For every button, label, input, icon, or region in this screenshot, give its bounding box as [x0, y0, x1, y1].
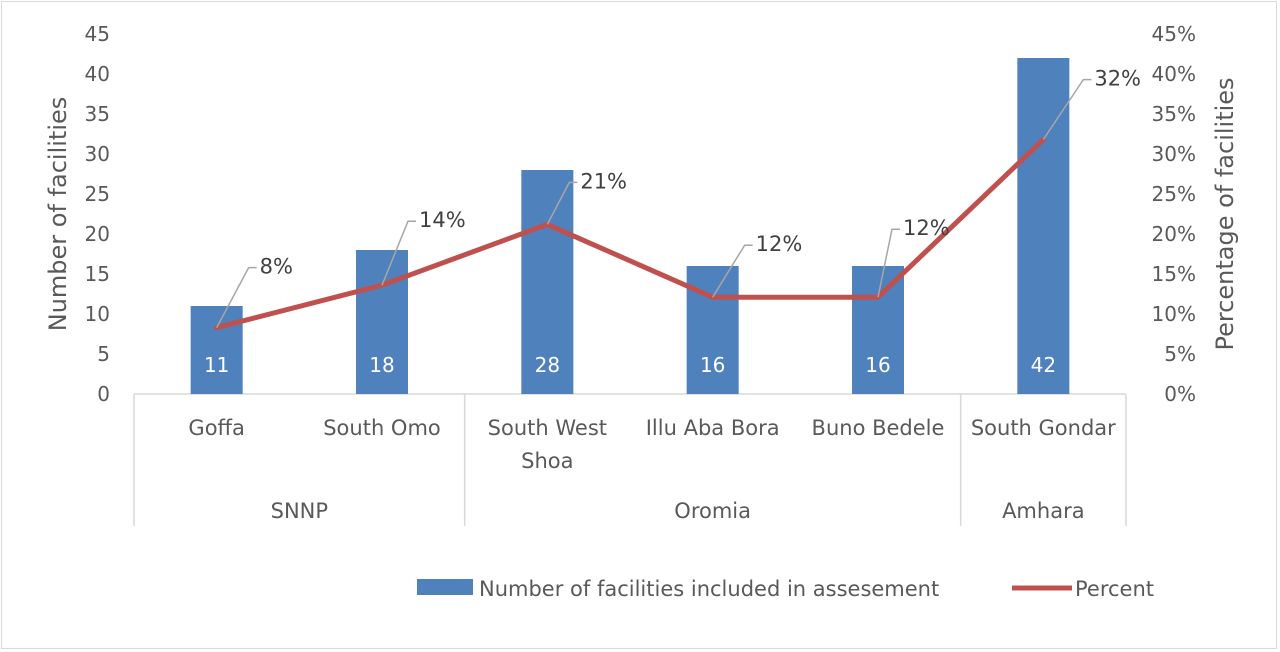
- leader-line: [712, 244, 753, 298]
- y-tick-label: 45: [85, 22, 110, 46]
- category-label: Illu Aba Bora: [646, 416, 780, 440]
- y2-tick-label: 0%: [1164, 382, 1196, 406]
- percent-value-label: 12%: [756, 232, 803, 256]
- bar: [190, 306, 243, 394]
- y-axis-title: Number of facilities: [44, 97, 72, 332]
- y-tick-label: 35: [85, 102, 110, 126]
- category-label: South Gondar: [971, 416, 1116, 440]
- category-label: South Omo: [323, 416, 441, 440]
- y2-tick-label: 45%: [1152, 22, 1196, 46]
- y2-tick-label: 20%: [1152, 222, 1196, 246]
- percent-value-label: 21%: [580, 169, 627, 193]
- y-tick-label: 25: [85, 182, 110, 206]
- y2-tick-label: 10%: [1152, 302, 1196, 326]
- percent-value-label: 32%: [1094, 67, 1141, 91]
- y-tick-label: 5: [97, 342, 110, 366]
- leader-line: [1042, 78, 1092, 141]
- leader-line: [381, 220, 416, 286]
- y-tick-label: 20: [85, 222, 110, 246]
- y-tick-label: 30: [85, 142, 110, 166]
- y2-tick-label: 25%: [1152, 182, 1196, 206]
- category-label: Goffa: [188, 416, 244, 440]
- category-label: Shoa: [521, 449, 573, 473]
- y2-tick-label: 40%: [1152, 62, 1196, 86]
- group-label: SNNP: [271, 499, 328, 523]
- y2-axis-title: Percentage of facilities: [1211, 77, 1239, 350]
- y2-tick-label: 30%: [1152, 142, 1196, 166]
- percent-value-label: 14%: [419, 208, 466, 232]
- bar: [521, 170, 574, 394]
- percent-value-label: 12%: [903, 216, 950, 240]
- y2-tick-label: 35%: [1152, 102, 1196, 126]
- bar-value-label: 16: [865, 353, 890, 377]
- bar-value-label: 16: [700, 353, 725, 377]
- leader-line: [877, 228, 900, 298]
- legend-label-bars: Number of facilities included in assesem…: [479, 577, 939, 601]
- y-tick-label: 10: [85, 302, 110, 326]
- y-tick-label: 0: [97, 382, 110, 406]
- bar: [1017, 58, 1070, 394]
- labels-layer: 11 18 28 16 16 42 8% 14% 21% 12% 12% 32%: [204, 67, 1141, 377]
- leader-line: [216, 266, 257, 328]
- bar: [852, 266, 904, 394]
- legend-swatch-bars: [417, 579, 473, 595]
- y-tick-label: 40: [85, 62, 110, 86]
- bar-value-label: 11: [204, 353, 229, 377]
- bar-value-label: 28: [535, 353, 560, 377]
- axes-layer: 0 5 10 15 20 25 30 35 40 45 0% 5% 10% 15% 20% 25% 30% 35%…: [44, 22, 1239, 526]
- bars-layer: [190, 58, 1070, 394]
- bar-value-label: 42: [1031, 353, 1056, 377]
- bar: [356, 250, 408, 394]
- legend: Number of facilities included in assesem…: [417, 577, 1154, 601]
- y-tick-label: 15: [85, 262, 110, 286]
- leader-line: [546, 181, 578, 225]
- percent-line: [214, 137, 1046, 331]
- percent-value-label: 8%: [260, 255, 293, 279]
- group-label: Oromia: [674, 499, 751, 523]
- group-label: Amhara: [1002, 499, 1085, 523]
- y2-tick-label: 5%: [1164, 342, 1196, 366]
- y2-tick-label: 15%: [1152, 262, 1196, 286]
- legend-label-line: Percent: [1075, 577, 1154, 601]
- category-label: Buno Bedele: [812, 416, 945, 440]
- category-label: South West: [488, 416, 607, 440]
- bar-value-label: 18: [369, 353, 394, 377]
